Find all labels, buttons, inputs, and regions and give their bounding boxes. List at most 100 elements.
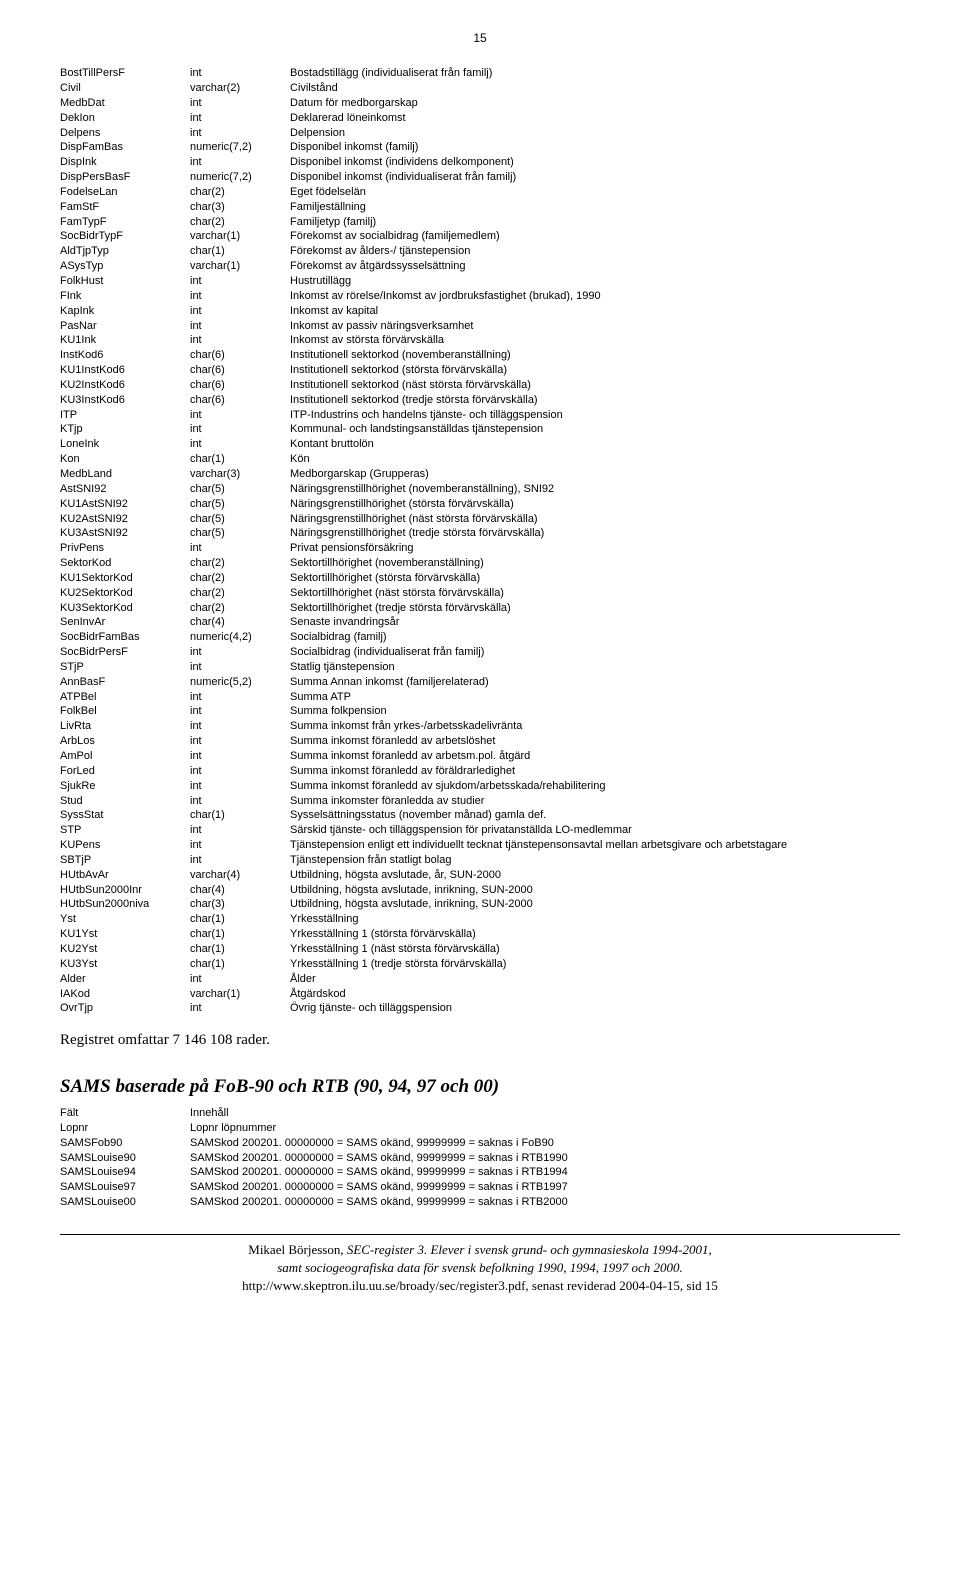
field-desc: Privat pensionsförsäkring: [290, 541, 900, 556]
field-desc: Hustrutillägg: [290, 274, 900, 289]
field-type: char(1): [190, 452, 290, 467]
field-type: varchar(4): [190, 868, 290, 883]
field-name: KU1AstSNI92: [60, 497, 190, 512]
table-row: ATPBelintSumma ATP: [60, 690, 900, 705]
field-name: KapInk: [60, 304, 190, 319]
table-row: InstKod6char(6)Institutionell sektorkod …: [60, 348, 900, 363]
sams-field-name: SAMSFob90: [60, 1136, 190, 1151]
field-desc: Ålder: [290, 972, 900, 987]
field-name: HUtbSun2000Inr: [60, 883, 190, 898]
field-type: char(2): [190, 571, 290, 586]
table-row: KU3SektorKodchar(2)Sektortillhörighet (t…: [60, 601, 900, 616]
field-type: int: [190, 779, 290, 794]
field-desc: Summa folkpension: [290, 704, 900, 719]
field-type: char(3): [190, 897, 290, 912]
field-desc: Näringsgrenstillhörighet (novemberanstäl…: [290, 482, 900, 497]
field-desc: Deklarerad löneinkomst: [290, 111, 900, 126]
field-desc: Utbildning, högsta avslutade, inrikning,…: [290, 883, 900, 898]
table-row: Civilvarchar(2)Civilstånd: [60, 81, 900, 96]
field-type: int: [190, 333, 290, 348]
table-row: ArbLosintSumma inkomst föranledd av arbe…: [60, 734, 900, 749]
table-row: AnnBasFnumeric(5,2)Summa Annan inkomst (…: [60, 675, 900, 690]
field-type: int: [190, 734, 290, 749]
table-row: SAMSLouise94SAMSkod 200201. 00000000 = S…: [60, 1165, 900, 1180]
field-desc: Yrkesställning: [290, 912, 900, 927]
field-desc: Familjeställning: [290, 200, 900, 215]
field-name: AnnBasF: [60, 675, 190, 690]
page-footer: Mikael Börjesson, SEC-register 3. Elever…: [60, 1234, 900, 1296]
field-name: HUtbSun2000niva: [60, 897, 190, 912]
table-row: FolkHustintHustrutillägg: [60, 274, 900, 289]
field-desc: ITP-Industrins och handelns tjänste- och…: [290, 408, 900, 423]
field-desc: Tjänstepension från statligt bolag: [290, 853, 900, 868]
table-row: KapInkintInkomst av kapital: [60, 304, 900, 319]
field-name: SenInvAr: [60, 615, 190, 630]
field-type: char(1): [190, 808, 290, 823]
table-row: ASysTypvarchar(1)Förekomst av åtgärdssys…: [60, 259, 900, 274]
table-row: KU1InstKod6char(6)Institutionell sektork…: [60, 363, 900, 378]
field-type: int: [190, 719, 290, 734]
field-desc: Summa inkomst föranledd av arbetsm.pol. …: [290, 749, 900, 764]
table-row: DelpensintDelpension: [60, 126, 900, 141]
field-desc: Förekomst av åtgärdssysselsättning: [290, 259, 900, 274]
field-desc: Utbildning, högsta avslutade, år, SUN-20…: [290, 868, 900, 883]
field-name: ITP: [60, 408, 190, 423]
field-name: SocBidrPersF: [60, 645, 190, 660]
sams-header-name: Fält: [60, 1106, 190, 1121]
field-type: char(2): [190, 601, 290, 616]
field-name: LoneInk: [60, 437, 190, 452]
field-name: KU1InstKod6: [60, 363, 190, 378]
table-row: SocBidrPersFintSocialbidrag (individuali…: [60, 645, 900, 660]
table-row: OvrTjpintÖvrig tjänste- och tilläggspens…: [60, 1001, 900, 1016]
field-type: char(1): [190, 912, 290, 927]
table-row: KU1AstSNI92char(5)Näringsgrenstillhörigh…: [60, 497, 900, 512]
field-type: char(5): [190, 512, 290, 527]
field-name: KU3AstSNI92: [60, 526, 190, 541]
field-type: int: [190, 408, 290, 423]
field-name: KU3SektorKod: [60, 601, 190, 616]
field-name: KU1Yst: [60, 927, 190, 942]
table-row: DispFamBasnumeric(7,2)Disponibel inkomst…: [60, 140, 900, 155]
table-row: ForLedintSumma inkomst föranledd av förä…: [60, 764, 900, 779]
table-row: KU2Ystchar(1)Yrkesställning 1 (näst stör…: [60, 942, 900, 957]
table-row: KU2SektorKodchar(2)Sektortillhörighet (n…: [60, 586, 900, 601]
field-name: OvrTjp: [60, 1001, 190, 1016]
footer-title: SEC-register 3. Elever i svensk grund- o…: [347, 1242, 712, 1257]
table-row: FamStFchar(3)Familjeställning: [60, 200, 900, 215]
field-name: PasNar: [60, 319, 190, 334]
table-row: FodelseLanchar(2)Eget födelselän: [60, 185, 900, 200]
sams-field-name: SAMSLouise90: [60, 1151, 190, 1166]
footer-url-line: http://www.skeptron.ilu.uu.se/broady/sec…: [60, 1277, 900, 1295]
field-desc: Inkomst av passiv näringsverksamhet: [290, 319, 900, 334]
table-row: KU1InkintInkomst av största förvärvskäll…: [60, 333, 900, 348]
fields-table: BostTillPersFintBostadstillägg (individu…: [60, 66, 900, 1016]
field-name: ATPBel: [60, 690, 190, 705]
field-name: MedbLand: [60, 467, 190, 482]
table-row: LopnrLopnr löpnummer: [60, 1121, 900, 1136]
field-type: char(5): [190, 482, 290, 497]
field-name: KU2AstSNI92: [60, 512, 190, 527]
table-row: FolkBelintSumma folkpension: [60, 704, 900, 719]
field-desc: Förekomst av socialbidrag (familjemedlem…: [290, 229, 900, 244]
field-name: SyssStat: [60, 808, 190, 823]
field-desc: Sektortillhörighet (tredje största förvä…: [290, 601, 900, 616]
field-type: int: [190, 853, 290, 868]
field-name: Yst: [60, 912, 190, 927]
field-type: char(3): [190, 200, 290, 215]
table-row: KU1SektorKodchar(2)Sektortillhörighet (s…: [60, 571, 900, 586]
field-desc: Tjänstepension enligt ett individuellt t…: [290, 838, 900, 853]
field-desc: Senaste invandringsår: [290, 615, 900, 630]
field-name: AldTjpTyp: [60, 244, 190, 259]
field-type: int: [190, 1001, 290, 1016]
table-row: KU1Ystchar(1)Yrkesställning 1 (största f…: [60, 927, 900, 942]
field-type: int: [190, 422, 290, 437]
field-desc: Summa ATP: [290, 690, 900, 705]
field-name: DispPersBasF: [60, 170, 190, 185]
sams-table: FältInnehållLopnrLopnr löpnummerSAMSFob9…: [60, 1106, 900, 1210]
field-type: char(6): [190, 348, 290, 363]
field-type: int: [190, 304, 290, 319]
field-desc: Summa inkomst föranledd av arbetslöshet: [290, 734, 900, 749]
table-row: Ystchar(1)Yrkesställning: [60, 912, 900, 927]
field-type: int: [190, 437, 290, 452]
summary-text: Registret omfattar 7 146 108 rader.: [60, 1030, 900, 1050]
